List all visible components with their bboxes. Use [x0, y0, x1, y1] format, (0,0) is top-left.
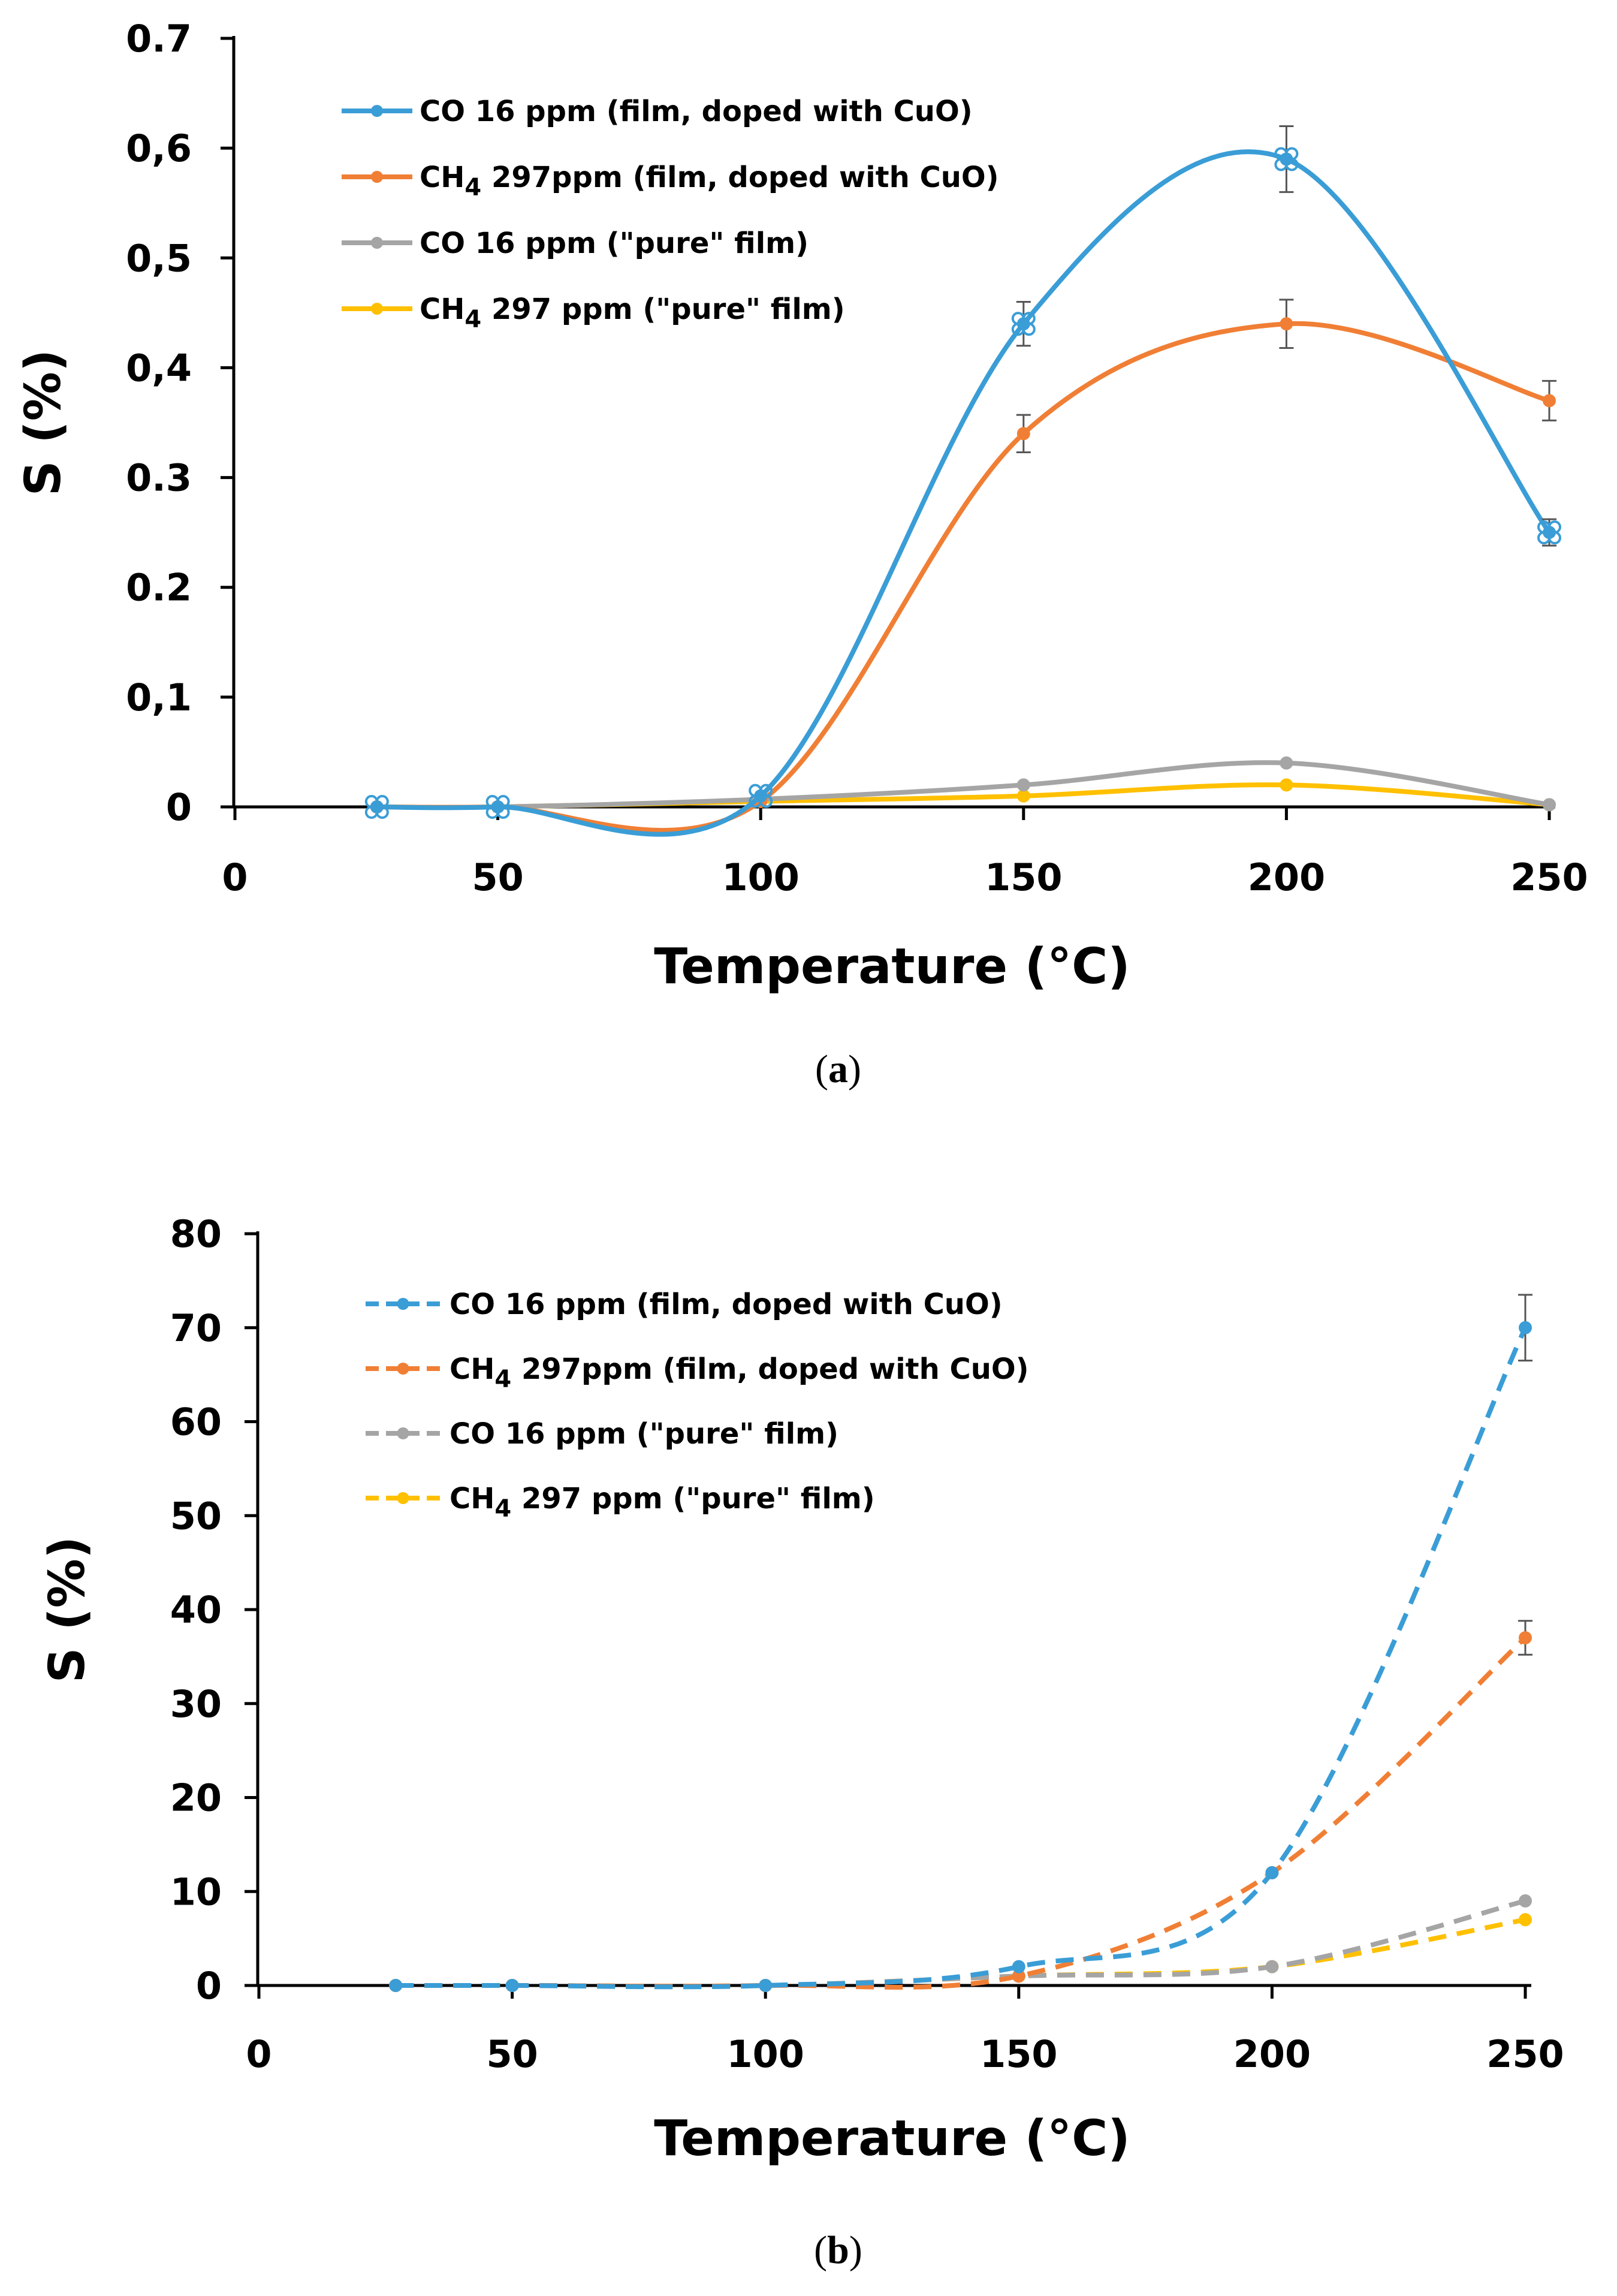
legend-label: CO 16 ppm (film, doped with CuO)	[449, 1288, 1003, 1321]
y-tick-label: 60	[170, 1400, 222, 1444]
legend-marker	[397, 1427, 409, 1439]
series-line	[376, 321, 1550, 833]
legend-marker	[371, 171, 383, 183]
y-tick-label: 10	[170, 1870, 222, 1914]
x-tick-label: 200	[1248, 855, 1325, 899]
y-tick-label: 20	[170, 1776, 222, 1820]
x-tick-label: 0	[246, 2032, 271, 2076]
x-tick-label: 0	[222, 855, 248, 899]
data-point	[1016, 317, 1030, 331]
x-axis-title: Temperature (°C)	[654, 938, 1130, 995]
data-point	[389, 1979, 403, 1992]
data-point	[1519, 1631, 1532, 1645]
data-point	[1280, 778, 1293, 792]
data-point	[754, 789, 768, 803]
legend-marker	[397, 1492, 409, 1504]
x-tick-label: 150	[980, 2032, 1057, 2076]
legend-marker	[397, 1298, 409, 1310]
data-point	[1543, 526, 1556, 540]
data-point	[1265, 1866, 1279, 1879]
data-point-marker	[375, 806, 389, 819]
legend-marker	[397, 1363, 409, 1375]
legend-label: CO 16 ppm (film, doped with CuO)	[420, 95, 973, 128]
data-point	[1016, 427, 1030, 441]
y-tick-label: 0,1	[126, 676, 192, 719]
y-tick-label: 50	[170, 1494, 222, 1538]
y-tick-label: 0.3	[126, 456, 192, 500]
x-tick-label: 50	[486, 2032, 538, 2076]
y-tick-label: 0.7	[126, 17, 192, 61]
data-point-marker	[1285, 158, 1299, 171]
data-point-marker	[1548, 531, 1561, 545]
x-tick-label: 250	[1510, 855, 1588, 899]
legend-marker	[371, 303, 383, 315]
legend-marker	[371, 105, 383, 117]
series-line	[396, 1636, 1527, 1990]
legend-label: CH4 297ppm (film, doped with CuO)	[449, 1352, 1029, 1393]
data-point	[1280, 317, 1293, 331]
data-point	[1265, 1960, 1279, 1973]
legend-label: CO 16 ppm ("pure" film)	[449, 1417, 838, 1451]
data-point-marker	[496, 806, 510, 819]
x-tick-label: 250	[1486, 2032, 1564, 2076]
data-point	[1012, 1960, 1025, 1973]
data-point	[1280, 152, 1293, 166]
y-tick-label: 0.2	[126, 566, 192, 610]
y-axis-title: S (%)	[15, 349, 72, 496]
data-point	[1543, 798, 1556, 812]
data-point	[1543, 394, 1556, 408]
series-line	[396, 1917, 1526, 1989]
legend-label: CH4 297 ppm ("pure" film)	[420, 293, 845, 333]
chart-panel-a: 0 0,1 0.2 0.3 0,4 0,5 0,6 0.7 0 50 100 150 200 250 Tem…	[15, 17, 1588, 1091]
y-tick-label: 30	[170, 1682, 222, 1726]
y-tick-label: 0,6	[126, 126, 192, 170]
y-tick-label: 0,4	[126, 346, 192, 390]
y-tick-label: 0	[166, 785, 192, 829]
y-tick-label: 0	[196, 1964, 222, 2008]
x-axis-title: Temperature (°C)	[654, 2110, 1130, 2167]
data-point	[1012, 1969, 1025, 1983]
series-line	[376, 149, 1552, 837]
panel-label: (a)	[815, 1047, 861, 1091]
y-tick-label: 0,5	[126, 236, 192, 280]
data-point	[1016, 778, 1030, 792]
data-point	[1280, 756, 1293, 770]
data-point	[491, 800, 505, 813]
data-point	[1016, 789, 1030, 803]
legend-label: CH4 297 ppm ("pure" film)	[449, 1482, 875, 1523]
data-point-marker	[1022, 323, 1036, 336]
panel-label: (b)	[814, 2228, 862, 2272]
chart-panel-b: 0 10 20 30 40 50 60 70 80 0 50 100 150 200 250 Temperat…	[39, 1212, 1564, 2272]
data-point	[505, 1979, 519, 1992]
data-point	[1519, 1894, 1532, 1908]
y-tick-label: 70	[170, 1306, 222, 1350]
y-tick-label: 80	[170, 1212, 222, 1256]
x-tick-label: 100	[726, 2032, 804, 2076]
x-tick-label: 150	[985, 855, 1062, 899]
y-axis-title: S (%)	[39, 1536, 96, 1683]
data-point-marker	[759, 794, 773, 808]
x-tick-label: 50	[472, 855, 523, 899]
legend-marker	[371, 237, 383, 249]
series-line	[396, 1899, 1527, 1989]
data-point	[370, 800, 384, 813]
data-point	[1519, 1321, 1532, 1334]
y-tick-label: 40	[170, 1588, 222, 1632]
legend-label: CO 16 ppm ("pure" film)	[420, 227, 809, 260]
data-point	[1519, 1913, 1532, 1927]
legend-label: CH4 297ppm (film, doped with CuO)	[420, 161, 999, 201]
x-tick-label: 200	[1233, 2032, 1311, 2076]
x-tick-label: 100	[722, 855, 799, 899]
series-line	[376, 760, 1550, 810]
data-point	[759, 1979, 773, 1992]
